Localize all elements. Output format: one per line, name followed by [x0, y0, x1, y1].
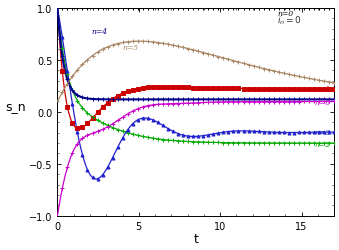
- X-axis label: t: t: [193, 232, 198, 245]
- Y-axis label: s_n: s_n: [5, 100, 25, 112]
- Text: n=0: n=0: [277, 10, 293, 18]
- Text: n=6: n=6: [315, 98, 331, 106]
- Text: n=4: n=4: [92, 28, 108, 36]
- Text: n=5: n=5: [122, 44, 139, 52]
- Text: n=2: n=2: [315, 140, 331, 148]
- Text: $i_n=0$: $i_n=0$: [277, 14, 302, 26]
- Text: n=3: n=3: [315, 129, 331, 136]
- Text: n=1: n=1: [315, 86, 331, 94]
